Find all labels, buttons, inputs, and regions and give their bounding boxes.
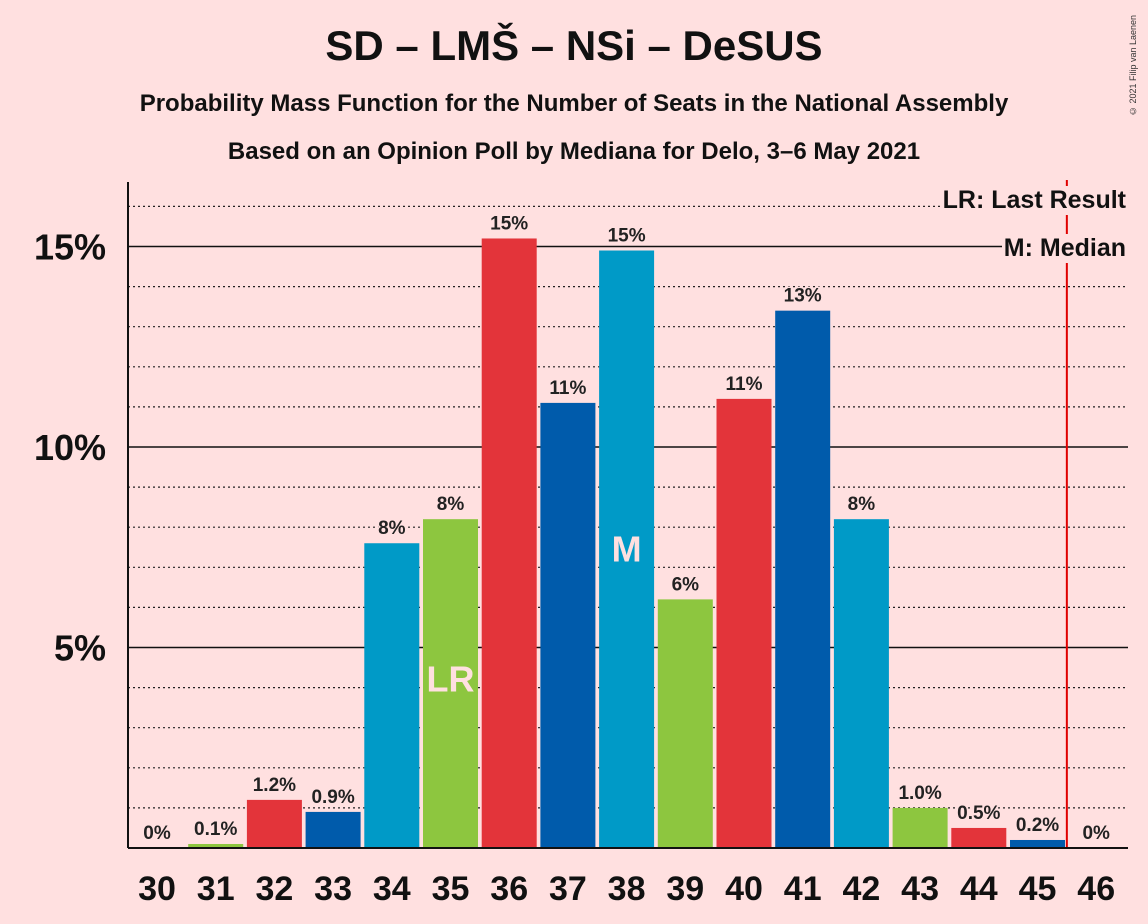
bar — [305, 811, 361, 848]
x-tick-label: 36 — [490, 870, 528, 908]
bar-data-label: 13% — [784, 286, 822, 307]
x-tick-label: 38 — [608, 870, 646, 908]
bar — [599, 250, 655, 848]
x-tick-label: 37 — [549, 870, 587, 908]
bar-data-label: 11% — [726, 374, 763, 395]
x-tick-label: 31 — [197, 870, 235, 908]
chart-subtitle: Probability Mass Function for the Number… — [139, 90, 1009, 117]
bar — [188, 843, 244, 848]
x-tick-label: 43 — [901, 870, 939, 908]
x-tick-label: 46 — [1077, 870, 1115, 908]
bar-data-label: 8% — [848, 494, 876, 515]
x-tick-label: 44 — [960, 870, 998, 908]
bar-data-label: 0% — [143, 823, 171, 844]
bar-data-label: 8% — [378, 518, 406, 539]
bar-data-label: 15% — [490, 213, 528, 234]
bar — [246, 799, 302, 848]
last-result-marker: LR — [427, 659, 475, 700]
chart-title: SD – LMŠ – NSi – DeSUS — [325, 22, 823, 69]
bar — [775, 310, 831, 848]
bar-data-label: 15% — [608, 226, 646, 247]
bar — [657, 599, 713, 848]
x-tick-label: 32 — [255, 870, 293, 908]
bar — [833, 519, 889, 848]
bar-data-label: 0.5% — [957, 803, 1000, 824]
x-tick-label: 34 — [373, 870, 411, 908]
chart-source-note: Based on an Opinion Poll by Mediana for … — [227, 138, 921, 165]
bar-data-label: 0.1% — [194, 819, 237, 840]
bar — [951, 827, 1007, 848]
x-tick-label: 45 — [1019, 870, 1057, 908]
bar-data-label: 0.2% — [1016, 815, 1059, 836]
x-tick-label: 30 — [138, 870, 176, 908]
legend-last-result: LR: Last Result — [940, 186, 1128, 215]
y-tick-label: 15% — [34, 227, 106, 268]
bar-data-label: 0.9% — [311, 787, 354, 808]
bar — [716, 398, 772, 848]
bars — [188, 238, 1065, 849]
data-labels: 0% 0.1% 1.2% 0.9% 8% 8% 15% 11% 15% 6% 11% 13% 8% 1.0… — [142, 212, 1112, 846]
x-tick-label: 40 — [725, 870, 763, 908]
axes: 5% 10% 15% 30 31 32 33 34 35 36 37 38 39 40 41 42 43 44 45… — [34, 182, 1128, 908]
x-tick-label: 39 — [666, 870, 704, 908]
bar-data-label: 1.2% — [253, 775, 296, 796]
bar-data-label: 11% — [549, 378, 586, 399]
bar — [423, 519, 478, 848]
legend-median: M: Median — [1001, 234, 1128, 263]
bar — [892, 807, 948, 848]
bar-data-label: 6% — [672, 574, 700, 595]
bar — [364, 543, 420, 848]
bar-data-label: 1.0% — [898, 783, 941, 804]
y-tick-label: 10% — [34, 427, 106, 468]
y-tick-label: 5% — [54, 628, 106, 669]
bar — [540, 402, 596, 848]
x-tick-label: 33 — [314, 870, 352, 908]
bar-data-label: 8% — [437, 494, 465, 515]
x-tick-label: 41 — [784, 870, 822, 908]
bar-data-label: 0% — [1082, 823, 1110, 844]
bar — [1010, 839, 1065, 848]
x-tick-label: 42 — [842, 870, 880, 908]
median-marker: M — [612, 528, 642, 569]
bar — [481, 238, 537, 849]
x-tick-label: 35 — [432, 870, 470, 908]
